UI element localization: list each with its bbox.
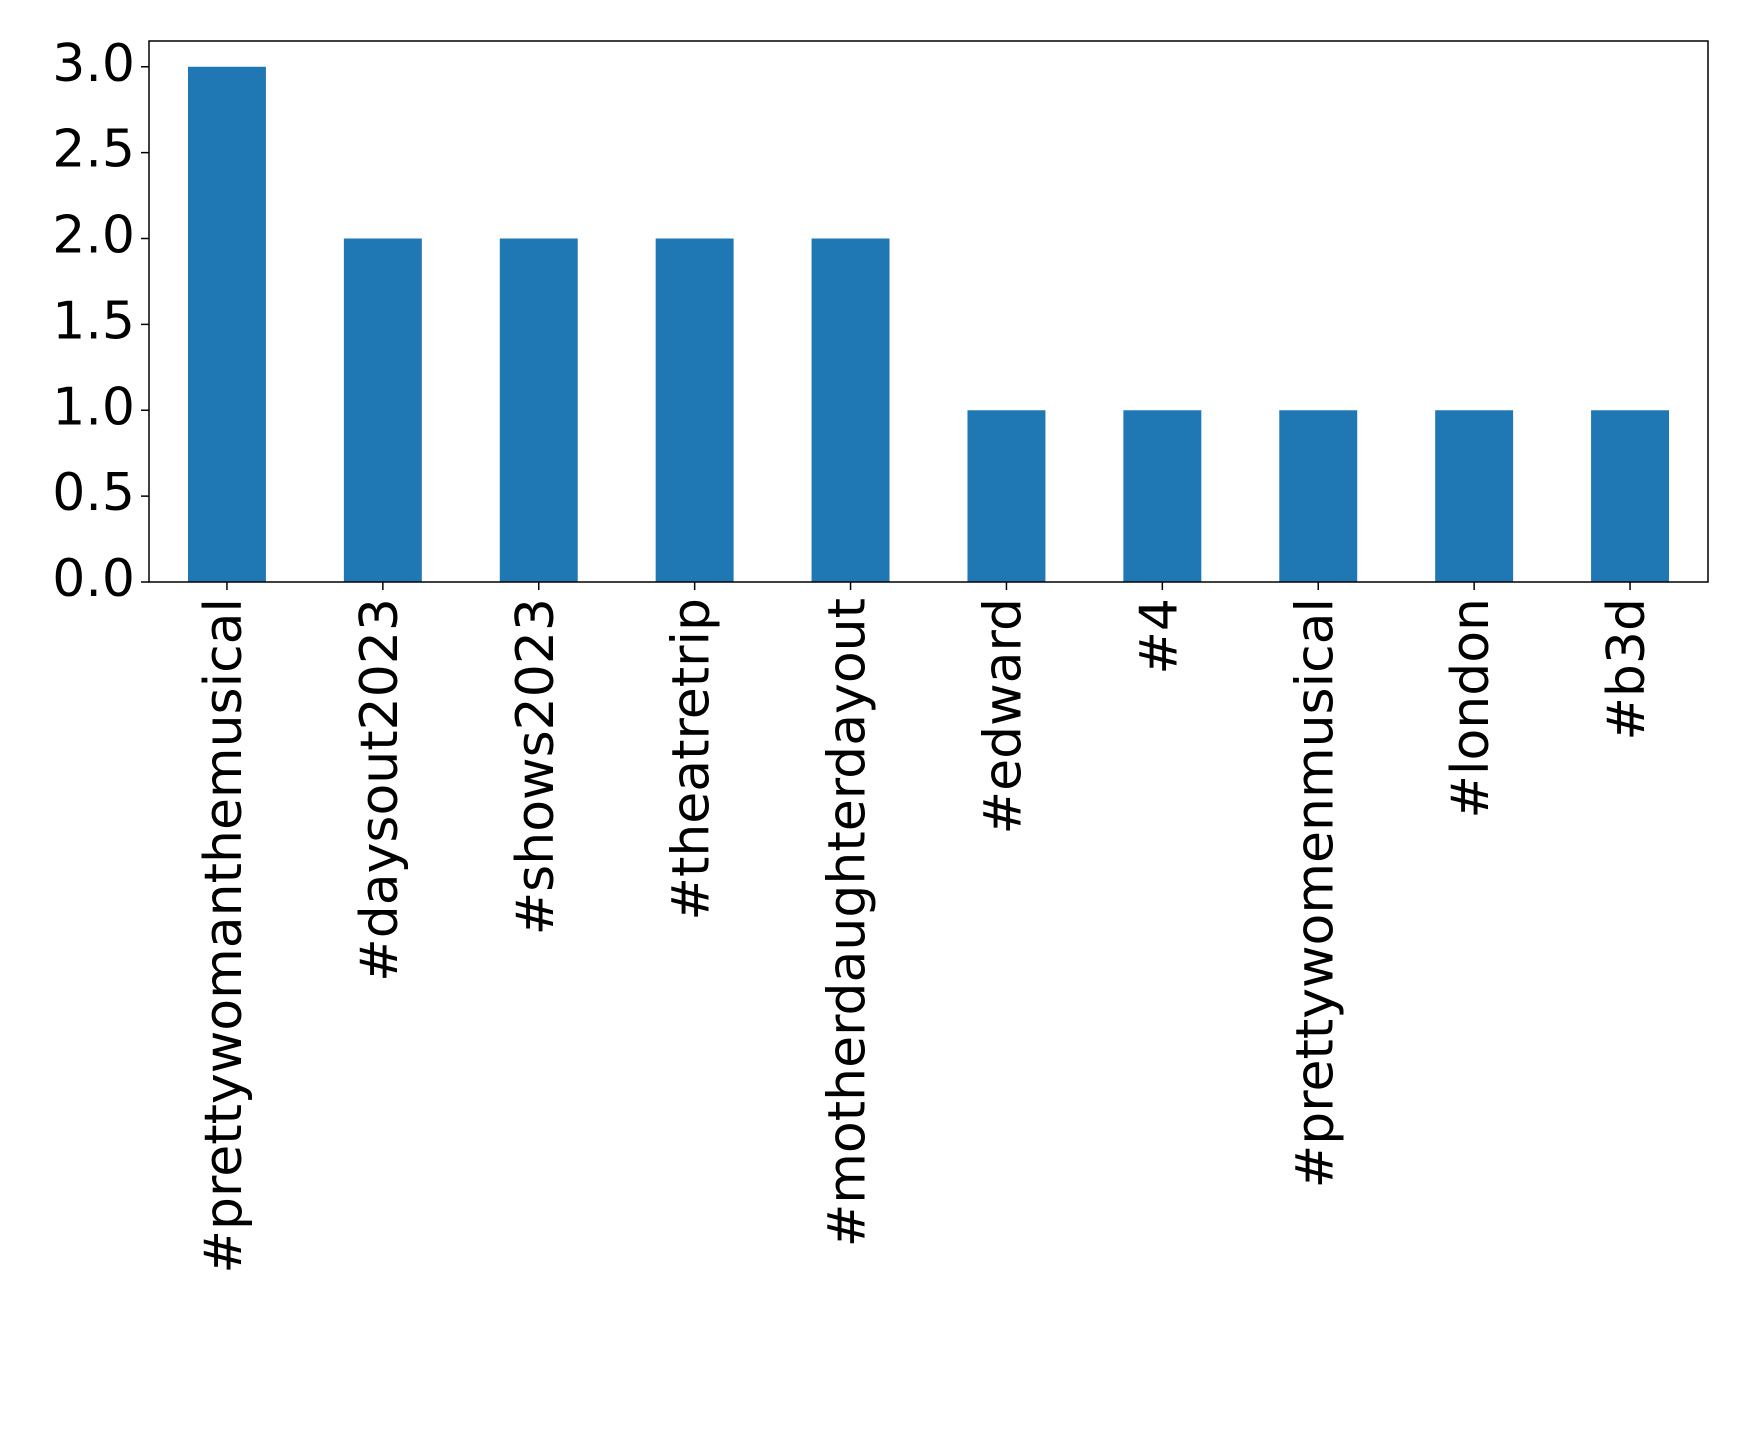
x-tick-label: #prettywomenmusical [1285, 598, 1345, 1188]
plot-frame [148, 40, 1709, 583]
x-tick-label: #4 [1129, 598, 1189, 675]
bar [655, 238, 734, 582]
bar [343, 238, 422, 582]
y-tick-label: 0.5 [52, 463, 135, 523]
x-tick-label: #motherdaughterdayout [818, 598, 878, 1247]
bar [967, 410, 1046, 582]
y-tick-label: 2.5 [52, 120, 135, 180]
x-tick-label: #b3d [1597, 598, 1657, 741]
bar [811, 238, 890, 582]
x-tick-label: #daysout2023 [350, 598, 410, 982]
y-tick-label: 1.5 [52, 291, 135, 351]
bar [499, 238, 578, 582]
x-tick-label: #prettywomanthemusical [194, 598, 254, 1274]
x-tick-label: #theatretrip [662, 598, 722, 921]
bar [1279, 410, 1358, 582]
y-tick-label: 3.0 [52, 34, 135, 94]
y-tick-label: 2.0 [52, 206, 135, 266]
y-tick-label: 1.0 [52, 377, 135, 437]
bar [1123, 410, 1202, 582]
x-tick-label: #edward [973, 598, 1033, 834]
y-tick-label: 0.0 [52, 549, 135, 609]
bar [1435, 410, 1514, 582]
x-tick-label: #shows2023 [506, 598, 566, 935]
bar [1591, 410, 1670, 582]
bar [187, 66, 266, 582]
x-tick-label: #london [1441, 598, 1501, 819]
